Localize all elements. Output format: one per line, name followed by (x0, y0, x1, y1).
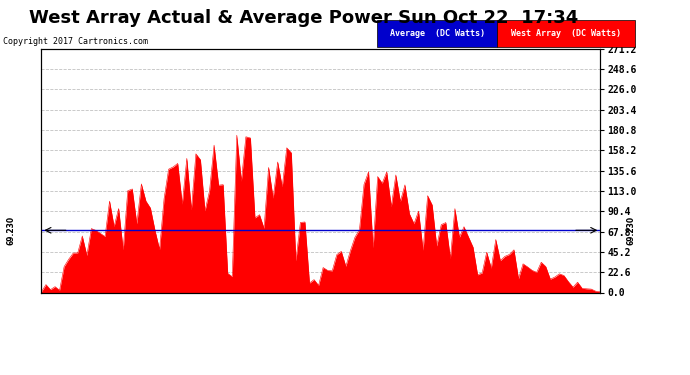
Text: Average  (DC Watts): Average (DC Watts) (390, 29, 484, 38)
Text: Copyright 2017 Cartronics.com: Copyright 2017 Cartronics.com (3, 38, 148, 46)
Text: 69.230: 69.230 (6, 216, 15, 245)
Text: West Array  (DC Watts): West Array (DC Watts) (511, 29, 622, 38)
Text: West Array Actual & Average Power Sun Oct 22  17:34: West Array Actual & Average Power Sun Oc… (29, 9, 578, 27)
Text: 69.230: 69.230 (627, 216, 635, 245)
